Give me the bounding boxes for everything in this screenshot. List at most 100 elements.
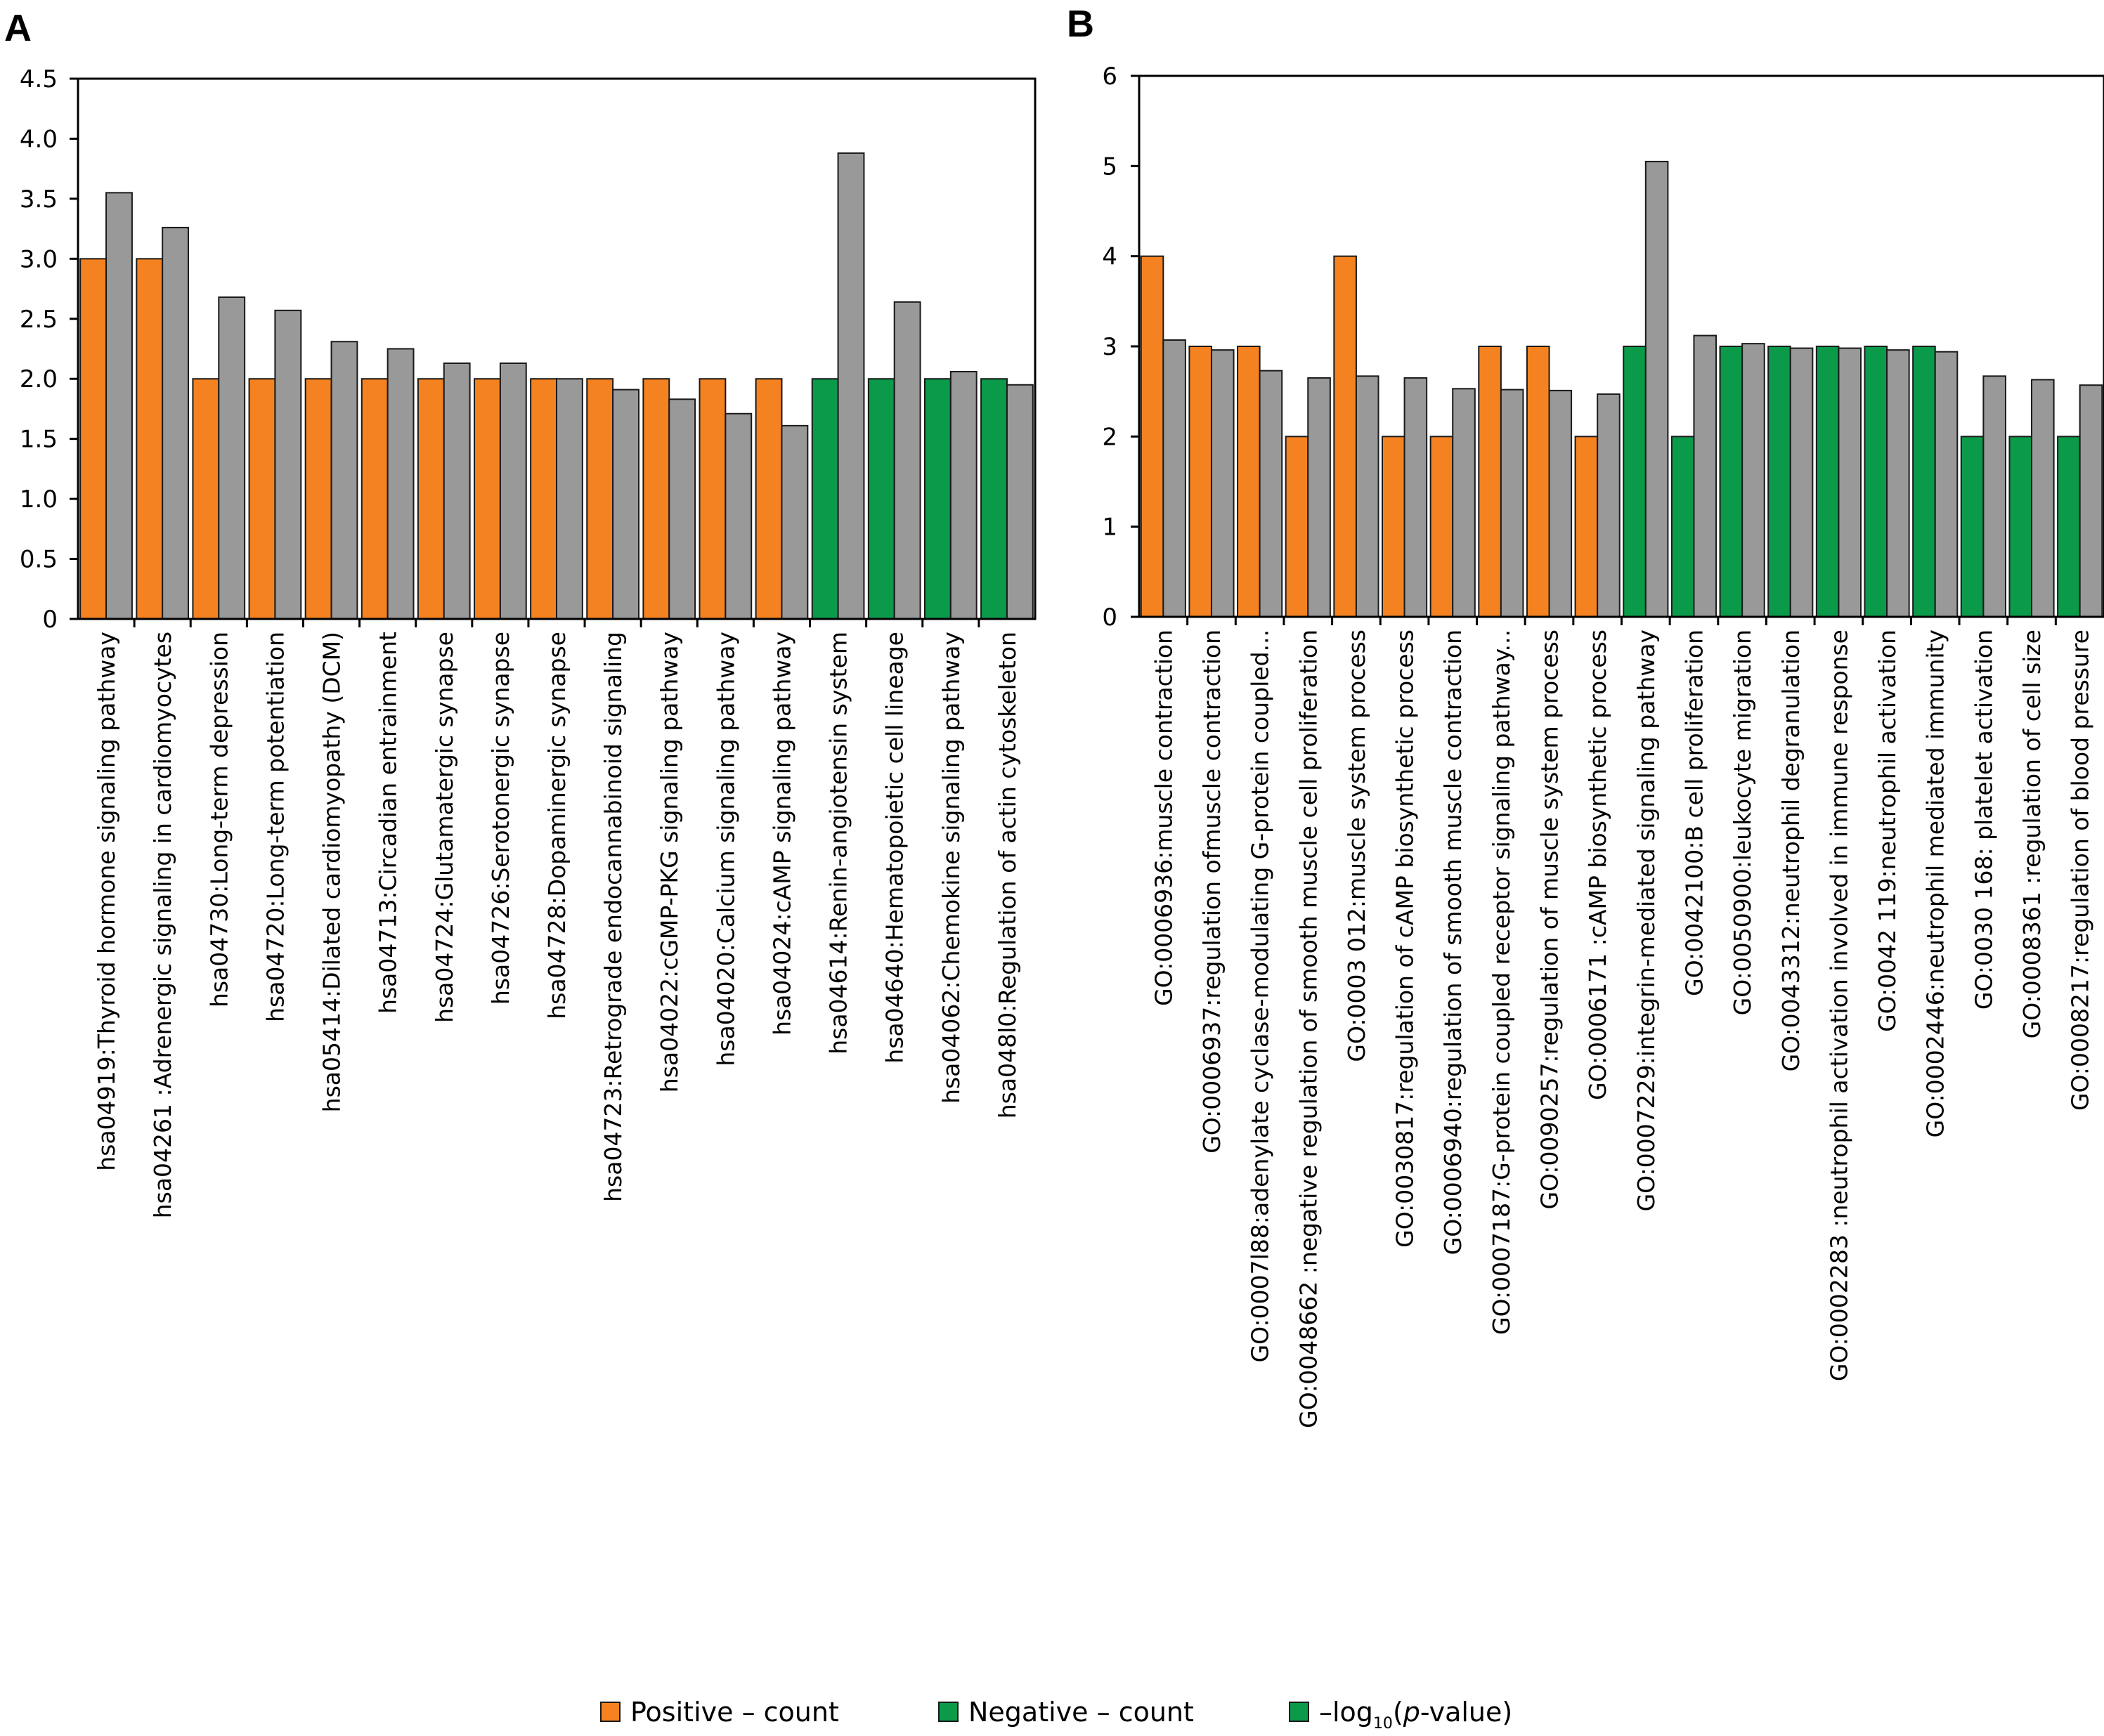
bar-log-pvalue: [1644, 160, 1669, 618]
category-label: GO:0030 168: platelet activation: [1970, 629, 1997, 1010]
bar-log-pvalue: [1307, 377, 1331, 618]
category-label: GO:0043312:neutrophil degranulation: [1777, 629, 1805, 1071]
bar-log-pvalue: [1006, 384, 1034, 620]
bar-count: [699, 378, 727, 620]
bar-count: [1526, 346, 1550, 618]
bar-log-pvalue: [1355, 375, 1379, 618]
y-tick-label: 4.0: [20, 125, 58, 153]
y-tick-label: 3.0: [20, 245, 58, 273]
bar-log-pvalue: [1789, 347, 1814, 618]
category-label: hsa04726:Serotonergic synapse: [487, 632, 514, 1005]
bar-count: [530, 378, 557, 620]
bar-log-pvalue: [330, 341, 358, 620]
bar-count: [1767, 346, 1791, 618]
y-tick-label: 1.5: [20, 426, 58, 454]
bar-count: [867, 378, 895, 620]
category-label: GO:0003 012:muscle system process: [1343, 629, 1370, 1062]
bar-log-pvalue: [443, 363, 471, 620]
category-label: hsa04724:Glutamatergic synapse: [431, 632, 458, 1023]
bar-log-pvalue: [837, 152, 865, 620]
bar-log-pvalue: [1597, 393, 1621, 618]
bar-count: [1478, 346, 1502, 618]
category-label: hsa04614:Renin-angiotensin system: [825, 632, 852, 1055]
category-label: hsa048l0:Regulation of actin cytoskeleto…: [994, 632, 1021, 1118]
panel-a: A 0 0.5 1.0 1.5 2.0 2.5 3.0 3.5 4.0 4.5 hsa04919:Th…: [4, 7, 1037, 1218]
bar-count: [2008, 436, 2033, 618]
category-label: GO:0006940:regulation of smooth muscle c…: [1439, 629, 1467, 1255]
y-tick-label: 0.5: [20, 546, 58, 574]
bar-count: [1719, 346, 1743, 618]
bar-count: [980, 378, 1008, 620]
category-label: hsa04713:Circadian entrainment: [375, 632, 402, 1014]
legend-label: Positive – count: [630, 1697, 839, 1728]
bar-count: [1960, 436, 1985, 618]
bar-log-pvalue: [1162, 339, 1186, 618]
category-label: GO:0007l88:adenylate cyclase-modulating …: [1247, 629, 1274, 1362]
bar-log-pvalue: [105, 192, 133, 620]
bar-count: [1429, 436, 1454, 618]
category-label: hsa04640:Hematopoietic cell lineage: [881, 632, 909, 1064]
bar-log-pvalue: [1259, 370, 1283, 618]
bar-count: [1670, 436, 1695, 618]
category-label: hsa04022:cGMP-PKG signaling pathway: [656, 632, 683, 1092]
category-label: hsa04720:Long-term potentiation: [261, 632, 289, 1022]
category-label: hsa04723:Retrograde endocannabinoid sign…: [599, 632, 627, 1202]
bar-log-pvalue: [1452, 388, 1476, 618]
y-tick-label: 1: [1102, 514, 1117, 542]
category-label: GO:0006936:muscle contraction: [1150, 629, 1177, 1006]
bar-count: [1574, 436, 1599, 618]
category-label: GO:0002283 :neutrophil activation involv…: [1825, 629, 1852, 1381]
category-label: hsa04730:Long-term depression: [205, 632, 233, 1007]
bar-log-pvalue: [1934, 351, 1959, 618]
bar-count: [811, 378, 839, 620]
bar-log-pvalue: [218, 296, 246, 620]
category-label: hsa04020:Calcium signaling pathway: [712, 632, 739, 1066]
bar-log-pvalue: [612, 389, 639, 620]
category-label: GO:0048662 :negative regulation of smoot…: [1294, 629, 1322, 1428]
bar-count: [1333, 255, 1357, 618]
legend-swatch: [938, 1702, 959, 1722]
category-label: hsa04728:Dopaminergic synapse: [543, 632, 571, 1019]
bar-log-pvalue: [668, 398, 696, 620]
y-tick-label: 2: [1102, 423, 1117, 451]
bar-log-pvalue: [2079, 384, 2103, 618]
bar-log-pvalue: [162, 226, 190, 620]
bar-log-pvalue: [1982, 375, 2006, 618]
bar-log-pvalue: [274, 309, 302, 620]
bar-log-pvalue: [2031, 379, 2055, 618]
category-label: GO:0006937:regulation ofmuscle contracti…: [1198, 629, 1226, 1154]
bar-count: [1864, 346, 1888, 618]
bar-log-pvalue: [556, 378, 583, 620]
category-label: GO:0008361 :regulation of cell size: [2018, 629, 2046, 1038]
bar-log-pvalue: [893, 301, 921, 620]
category-label: hsa04919:Thyroid hormone signaling pathw…: [93, 632, 120, 1171]
bar-log-pvalue: [1693, 334, 1717, 618]
y-tick-label: 3.5: [20, 185, 58, 214]
plot-frame: [1138, 74, 2104, 618]
bar-log-pvalue: [1886, 349, 1910, 618]
bar-log-pvalue: [1210, 349, 1235, 618]
category-label: hsa04261 :Adrenergic signaling in cardio…: [149, 632, 176, 1218]
bar-log-pvalue: [1403, 377, 1428, 618]
y-tick-label: 3: [1102, 333, 1117, 361]
category-label: GO:0042 119:neutrophil activation: [1874, 629, 1901, 1032]
y-tick-label: 2.0: [20, 365, 58, 393]
legend-label: –log10(p-value): [1319, 1697, 1512, 1732]
legend-swatch: [1289, 1702, 1309, 1722]
bar-count: [1237, 346, 1261, 618]
bar-log-pvalue: [1838, 347, 1862, 618]
bar-count: [1140, 255, 1164, 618]
bar-log-pvalue: [781, 424, 809, 620]
y-tick-label: 5: [1102, 152, 1117, 181]
bar-count: [192, 378, 220, 620]
plot-frame: [77, 77, 1037, 620]
bar-log-pvalue: [1548, 389, 1573, 618]
category-label: GO:0008217:regulation of blood pressure: [2067, 629, 2094, 1111]
y-tick-label: 0: [1102, 603, 1117, 632]
bar-log-pvalue: [387, 348, 415, 620]
bar-count: [417, 378, 445, 620]
bar-log-pvalue: [1741, 343, 1765, 618]
bar-count: [361, 378, 389, 620]
bar-count: [1815, 346, 1840, 618]
